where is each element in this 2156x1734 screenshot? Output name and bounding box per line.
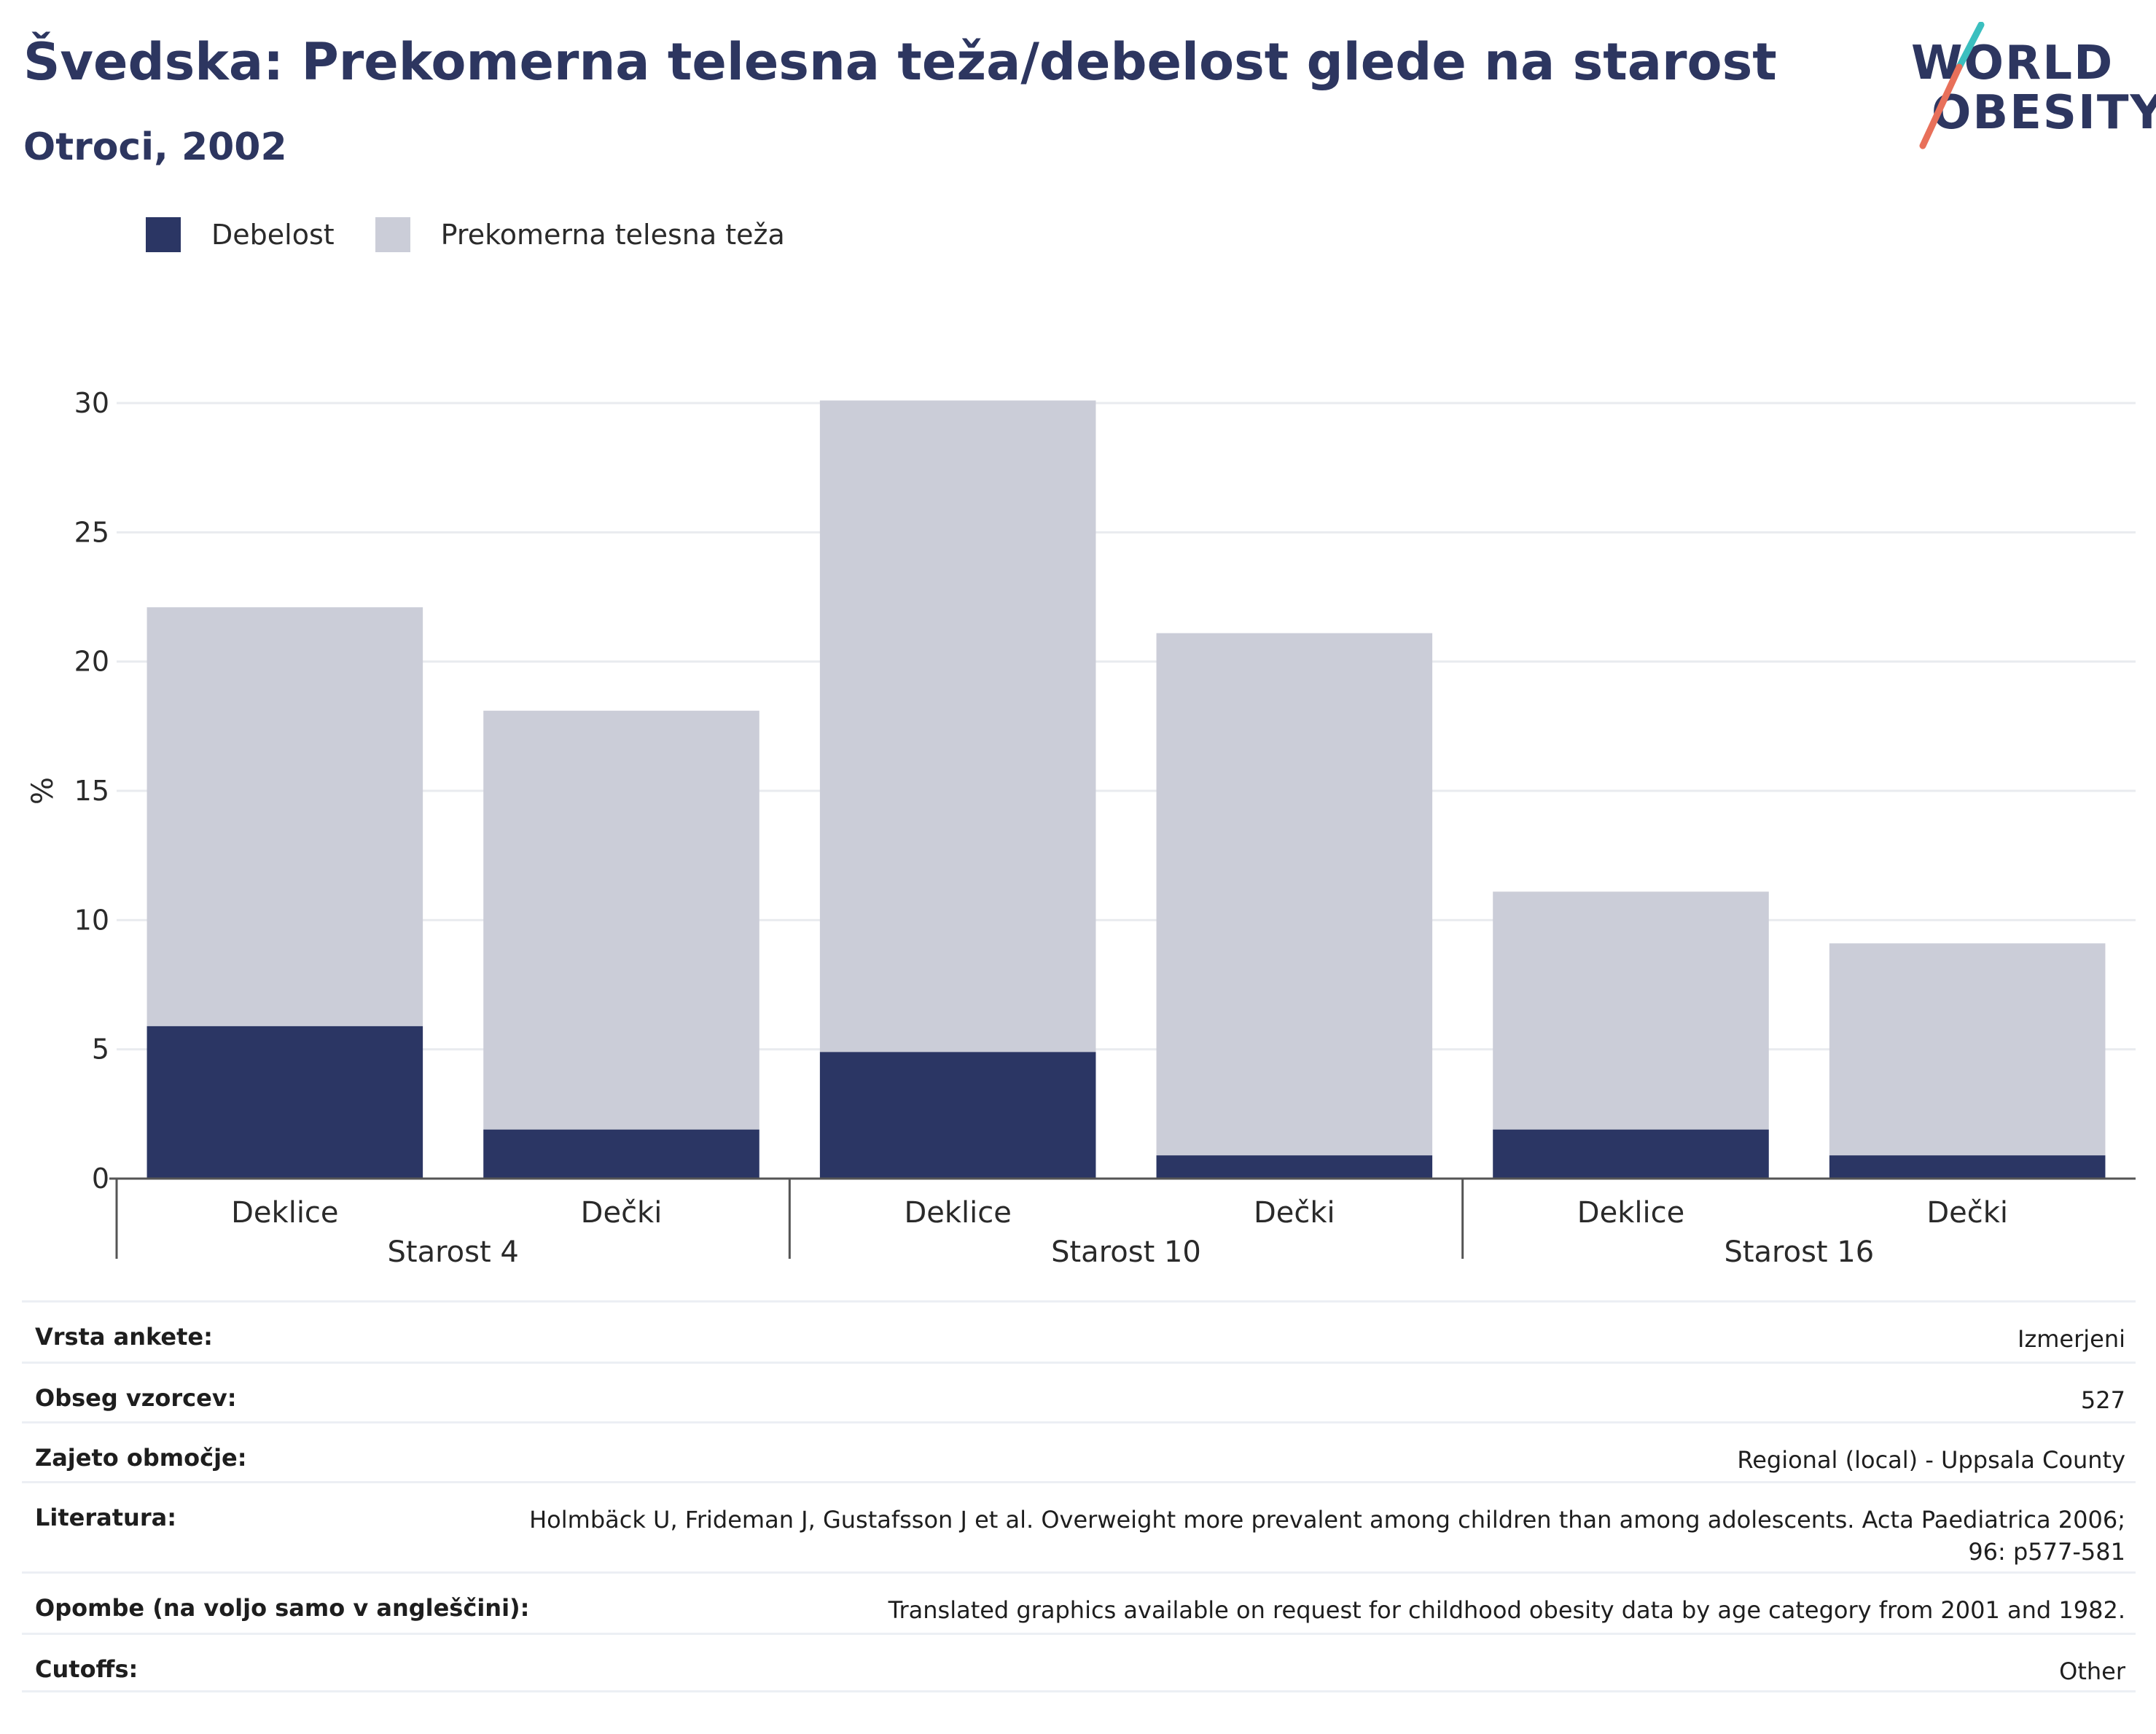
x-category-label: Deklice [231,1196,338,1230]
y-tick-label: 10 [74,904,109,936]
info-key: Cutoffs: [35,1655,138,1683]
bar-obesity [819,1052,1096,1179]
y-tick-label: 25 [74,516,109,548]
legend-label-overweight: Prekomerna telesna teža [440,219,785,251]
logo-word-1: WORLD [1911,36,2114,90]
logo-slash-icon [1919,22,1985,149]
info-row-sample-size: Obseg vzorcev: 527 [22,1362,2136,1421]
info-row-survey-type: Vrsta ankete: Izmerjeni [22,1300,2136,1362]
info-key: Obseg vzorcev: [35,1384,237,1412]
bar-obesity [1493,1129,1769,1179]
chart-subtitle: Otroci, 2002 [23,125,287,169]
info-row-cutoffs: Cutoffs: Other [22,1633,2136,1692]
x-category-label: Deklice [904,1196,1011,1230]
stacked-bar-chart: 0 5 10 15 20 25 30% Deklice Dečki Starost 4 Deklic… [26,387,2136,1269]
x-group-label: Starost 16 [1724,1235,1874,1269]
info-value: Izmerjeni [2018,1325,2125,1353]
x-category-label: Dečki [1254,1196,1335,1230]
legend-label-obesity: Debelost [211,219,335,251]
info-value: Translated graphics available on request… [888,1596,2125,1624]
bar-overweight [1156,633,1433,1156]
x-group-label: Starost 4 [388,1235,519,1269]
x-category-label: Dečki [581,1196,663,1230]
info-key: Vrsta ankete: [35,1323,213,1351]
legend-item-overweight[interactable]: Prekomerna telesna teža [375,217,785,252]
legend-swatch-obesity [146,217,181,252]
logo-word-2: OBESITY [1932,86,2156,140]
bar-obesity [147,1026,423,1179]
survey-info-table: Vrsta ankete: Izmerjeni Obseg vzorcev: 5… [22,1300,2136,1692]
info-row-notes: Opombe (na voljo samo v angleščini): Tra… [22,1571,2136,1633]
info-value: Holmbäck U, Frideman J, Gustafsson J et … [529,1506,2125,1566]
info-row-area-covered: Zajeto območje: Regional (local) - Uppsa… [22,1421,2136,1481]
legend-swatch-overweight [375,217,410,252]
info-value: 527 [2080,1386,2125,1414]
y-tick-label: 15 [74,775,109,807]
info-key: Literatura: [35,1504,176,1531]
bar-overweight [483,711,759,1130]
bar-obesity [1156,1155,1433,1179]
info-value: Other [2059,1657,2125,1685]
legend-item-obesity[interactable]: Debelost [146,217,335,252]
world-obesity-logo: WORLD OBESITY [1902,22,2156,153]
bar-overweight [1493,891,1769,1130]
legend: Debelost Prekomerna telesna teža [146,217,826,252]
y-tick-label: 0 [92,1163,109,1195]
bar-overweight [1829,943,2106,1156]
y-tick-label: 30 [74,387,109,419]
info-row-references: Literatura: Holmbäck U, Frideman J, Gust… [22,1481,2136,1571]
info-key: Zajeto območje: [35,1444,247,1472]
x-category-label: Dečki [1926,1196,2008,1230]
x-group-label: Starost 10 [1051,1235,1201,1269]
bar-obesity [1829,1155,2106,1179]
y-axis-label: % [26,777,60,805]
info-key: Opombe (na voljo samo v angleščini): [35,1594,530,1622]
bar-overweight [147,607,423,1026]
bar-obesity [483,1129,759,1179]
y-tick-label: 5 [92,1034,109,1066]
bar-overweight [819,400,1096,1052]
info-value: Regional (local) - Uppsala County [1737,1446,2125,1474]
x-category-label: Deklice [1577,1196,1684,1230]
chart-title: Švedska: Prekomerna telesna teža/debelos… [23,32,1777,92]
y-tick-label: 20 [74,646,109,678]
